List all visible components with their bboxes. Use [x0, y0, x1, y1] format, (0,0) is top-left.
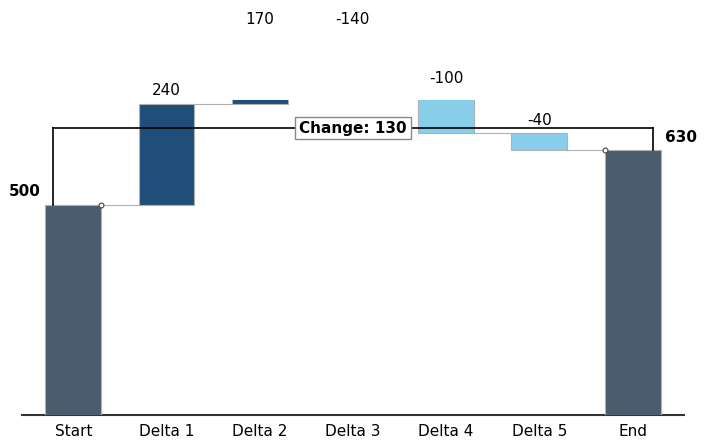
- Bar: [604, 150, 661, 415]
- Text: Change: 130: Change: 130: [299, 121, 407, 136]
- Text: -40: -40: [527, 113, 552, 128]
- Text: 240: 240: [152, 83, 181, 98]
- Text: 170: 170: [245, 12, 274, 27]
- Bar: [232, 32, 287, 104]
- Text: -100: -100: [429, 71, 463, 86]
- Text: 630: 630: [665, 129, 698, 145]
- Text: 500: 500: [8, 184, 41, 199]
- Bar: [45, 205, 101, 415]
- Bar: [138, 104, 194, 205]
- Bar: [325, 32, 381, 91]
- Text: -140: -140: [336, 12, 370, 27]
- Bar: [511, 134, 568, 150]
- Bar: [418, 91, 474, 134]
